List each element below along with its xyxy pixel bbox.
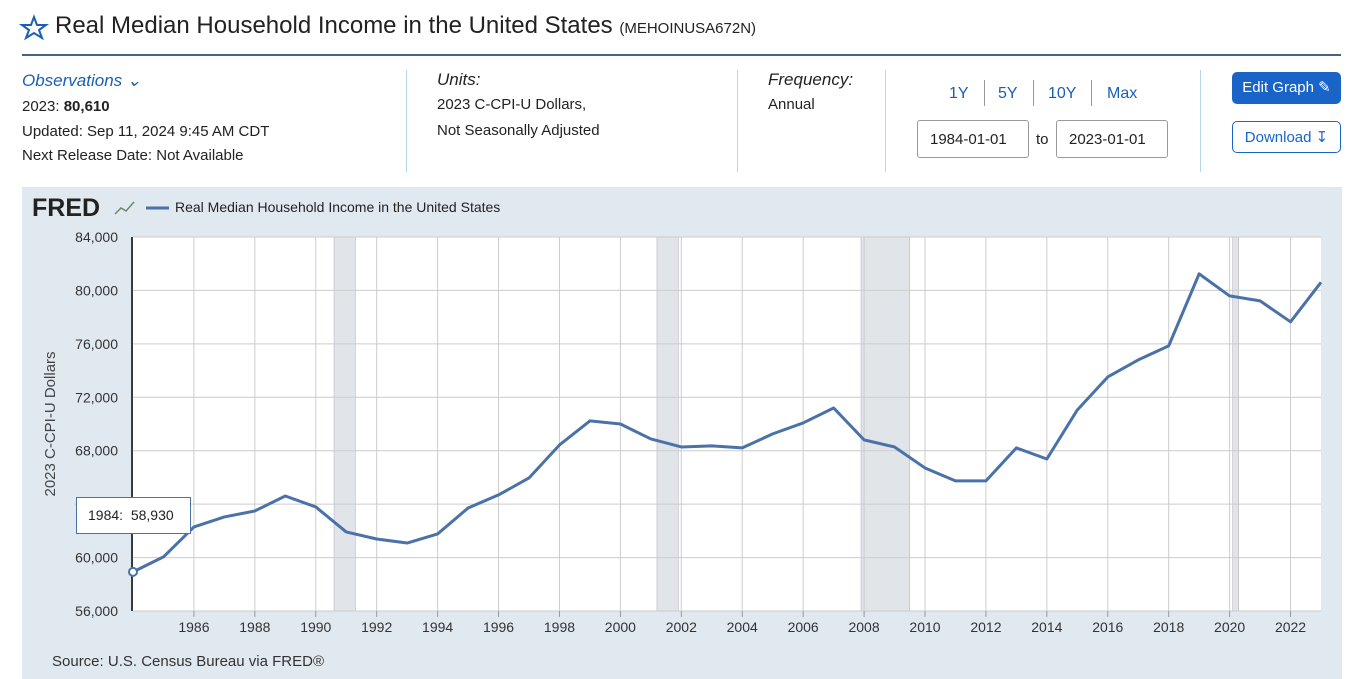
title: Real Median Household Income in the Unit… (55, 12, 756, 40)
range-button[interactable]: 5Y (998, 85, 1018, 102)
observations-label: Observations (22, 71, 123, 90)
start-date[interactable]: 1984-01-01 (917, 120, 1029, 158)
y-tick-label: 76,000 (75, 336, 118, 352)
y-tick-label: 68,000 (75, 443, 118, 459)
star-icon[interactable] (18, 14, 50, 41)
x-tick-label: 1994 (422, 619, 453, 635)
separator (1091, 80, 1092, 106)
button-label: Download (1244, 129, 1312, 146)
recession-band (860, 236, 911, 612)
end-date[interactable]: 2023-01-01 (1056, 120, 1168, 158)
range-button[interactable]: Max (1107, 85, 1138, 102)
x-tick-label: 2012 (970, 619, 1001, 635)
x-tick-label: 2004 (727, 619, 758, 635)
units-line: 2023 C-CPI-U Dollars, (437, 96, 587, 113)
x-tick-label: 2018 (1153, 619, 1184, 635)
x-tick-label: 2010 (909, 619, 940, 635)
x-tick-label: 2006 (788, 619, 819, 635)
hover-point (128, 566, 138, 577)
separator (885, 70, 886, 172)
x-tick-label: 2000 (605, 619, 636, 635)
next-release: Next Release Date: Not Available (22, 147, 244, 164)
x-tick-label: 1996 (483, 619, 514, 635)
latest: 2023: 80,610 (22, 98, 110, 115)
x-tick-label: 2002 (666, 619, 697, 635)
x-tick-label: 2016 (1092, 619, 1123, 635)
edit-graph-button[interactable]: Edit Graph ✎ (1232, 72, 1341, 104)
separator (406, 70, 407, 172)
separator (984, 80, 985, 106)
recession-band (333, 236, 356, 612)
latest-date: 2023: (22, 98, 60, 115)
y-tick-label: 84,000 (75, 229, 118, 245)
title-text: Real Median Household Income in the Unit… (55, 12, 613, 39)
plot-area (133, 237, 1321, 611)
separator (1200, 70, 1201, 172)
x-tick-label: 2008 (848, 619, 879, 635)
latest-value: 80,610 (63, 98, 110, 115)
x-tick-label: 1986 (178, 619, 209, 635)
y-tick-label: 56,000 (75, 603, 118, 619)
separator (1033, 80, 1034, 106)
frequency-value: Annual (768, 96, 815, 113)
logo-icon (114, 201, 135, 215)
recession-band (1232, 236, 1240, 612)
x-tick-label: 2014 (1031, 619, 1062, 635)
separator (737, 70, 738, 172)
series-id: (MEHOINUSA672N) (619, 20, 757, 37)
range-button[interactable]: 10Y (1048, 85, 1077, 102)
download-button[interactable]: Download ↧ (1232, 121, 1341, 153)
y-tick-label: 60,000 (75, 550, 118, 566)
frequency-label: Frequency: (768, 70, 854, 89)
series-line (132, 272, 1323, 574)
x-tick-label: 1992 (361, 619, 392, 635)
tooltip-value: 58,930 (130, 507, 174, 523)
x-tick-label: 1988 (239, 619, 270, 635)
tooltip-date: 1984: (88, 507, 124, 523)
x-tick-label: 2020 (1214, 619, 1245, 635)
logo: FRED (32, 194, 100, 222)
units-line: Not Seasonally Adjusted (437, 122, 600, 139)
x-tick-label: 2022 (1275, 619, 1306, 635)
x-tick-label: 1990 (300, 619, 331, 635)
button-label: Edit Graph (1242, 79, 1314, 96)
recession-band (656, 236, 679, 612)
source: Source: U.S. Census Bureau via FRED® (52, 653, 324, 670)
updated: Updated: Sep 11, 2024 9:45 AM CDT (22, 123, 270, 140)
y-tick-label: 80,000 (75, 282, 118, 298)
date-separator: to (1036, 131, 1049, 148)
tooltip: 1984: 58,930 (76, 497, 191, 534)
y-axis-label: 2023 C-CPI-U Dollars (42, 351, 59, 496)
range-button[interactable]: 1Y (949, 85, 969, 102)
legend-label: Real Median Household Income in the Unit… (175, 199, 500, 215)
observations-toggle[interactable]: Observations ⌄ (22, 71, 142, 90)
y-tick-label: 72,000 (75, 389, 118, 405)
x-tick-label: 1998 (544, 619, 575, 635)
units-label: Units: (437, 70, 481, 89)
